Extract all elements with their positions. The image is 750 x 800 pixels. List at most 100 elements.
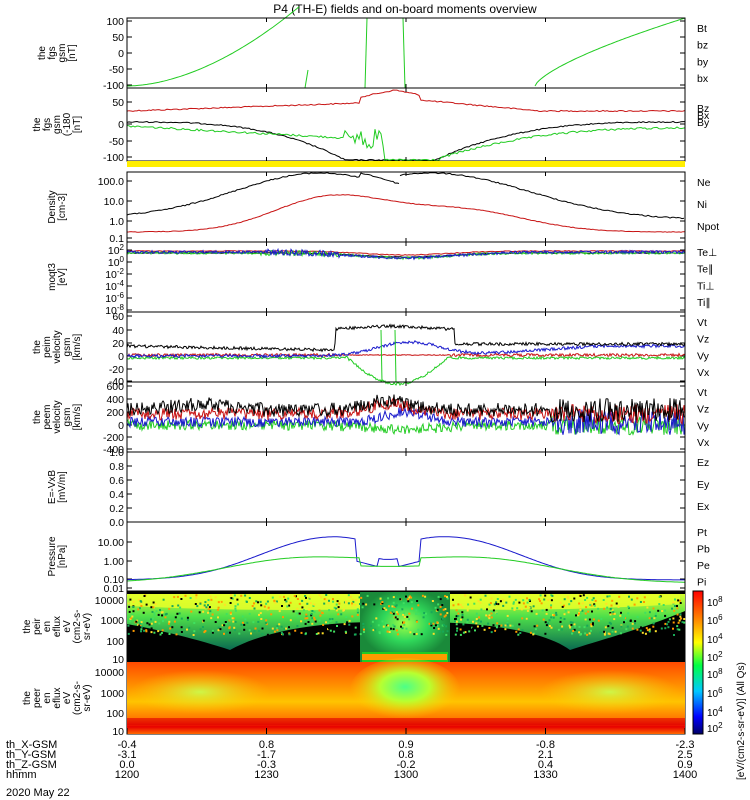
legend-item: Ti∥ [697,297,711,309]
ytick-label: 1.0 [109,216,124,228]
legend-item: Vz [697,404,709,416]
ylabel-fgs_gsm_lp: the fgs gsm (-180 [nT] [32,112,83,136]
ephemeris-value: 0.8 [259,739,274,751]
ylabel-efield: E=-VxB [mV/m] [47,470,68,505]
legend-density: Ne Ni Npot [697,177,719,233]
ytick-label: 0.01 [104,583,125,595]
ephemeris-value: 2.5 [677,749,692,761]
legend-item: Vz [697,334,709,346]
ytick-label: 10000 [95,595,124,607]
svg-text:[nPa]: [nPa] [57,545,68,569]
ytick-label: 10-6 [105,291,124,305]
legend-peim_vel: Vt Vz Vy Vx [697,317,710,379]
yticks-pressure: 10.00 1.00 0.100.01 [98,537,685,595]
svg-text:eflux: eflux [52,687,63,708]
legend-fgs_gsm: Bt bz by bx [697,23,709,85]
legend-item: Pt [697,527,707,539]
peem-velocity-traces [126,394,686,436]
svg-text:peer: peer [32,687,43,708]
panel-density: Density [cm-3] 100.0 10.0 1.0 0.1 Ne Ni Npot [47,176,719,245]
ytick-label: 0 [118,48,124,60]
ytick-label: 100 [106,636,124,648]
ytick-label: 10-4 [105,279,124,293]
svg-text:Pressure: Pressure [47,536,58,576]
ytick-label: 1.0 [109,447,124,459]
legend-item: Ne [697,177,711,189]
legend-item: Ex [697,501,710,513]
ytick-label: 0.10 [104,574,125,586]
ytick-label: 102 [108,243,125,257]
legend-item: Ey [697,479,710,491]
ephemeris-value: -0.2 [397,759,416,771]
fgs-lp-traces [126,89,686,162]
legend-item: Vx [697,437,710,449]
svg-text:the: the [22,691,33,705]
ylabel-peim_vel: the peim velocity gsm [km/s] [32,330,83,363]
ytick-label: 200 [106,407,124,419]
svg-text:the: the [32,117,43,131]
yticks-fgs_gsm_lp: 50 0 -50 -100 [103,97,685,164]
ephemeris-label: th_Z-GSM [6,759,57,771]
ephemeris-label: hhmm [6,769,37,781]
ytick-label: 10 [112,654,124,666]
ytick-label: 400 [106,394,124,406]
ytick-label: -100 [103,152,124,164]
svg-text:sr-eV): sr-eV) [82,613,93,640]
legend-pressure: Pt Pb Pe Pi [697,527,710,588]
svg-text:gsm: gsm [57,44,68,63]
ylabel-pressure: Pressure [nPa] [47,536,68,576]
ephemeris-axis: th_X-GSM -0.4 0.8 0.9 -0.8 -2.3th_Y-GSM -3.1 -1… [6,728,697,781]
ytick-label: 0 [118,351,124,363]
ytick-label: 10-8 [105,303,124,317]
ephemeris-value: 1200 [115,769,139,781]
ytick-label: 0.4 [109,489,124,501]
svg-text:(cm2-s-: (cm2-s- [72,610,83,644]
ytick-label: 50 [112,97,124,109]
legend-item: Bz [697,103,709,115]
svg-text:[mV/m]: [mV/m] [57,471,68,503]
ytick-label: 0.0 [109,517,124,529]
svg-text:sr-eV): sr-eV) [82,684,93,711]
ephemeris-value: 0.9 [398,739,413,751]
ytick-label: 100.0 [98,176,124,188]
svg-text:the: the [32,340,43,354]
ytick-label: 10 [112,726,124,738]
ytick-label: 1000 [101,615,125,627]
yticks-efield: 1.0 0.8 0.6 0.4 0.2 0.0 [109,447,685,529]
svg-text:[nT]: [nT] [67,44,78,61]
legend-item: Pe [697,560,710,572]
ylabel-peer_spec: the peer en eflux eV (cm2-s-sr-eV) [22,681,93,715]
ytick-label: 10.0 [104,196,125,208]
ylabel-peir_spec: the peir en eflux eV (cm2-s-sr-eV) [22,610,93,644]
density-traces [126,172,686,233]
ytick-label: -50 [109,136,124,148]
ytick-label: 50 [112,32,124,44]
svg-text:the: the [37,46,48,60]
svg-text:velocity: velocity [52,400,63,433]
ephemeris-value: 2.1 [538,749,553,761]
colorbar-label: [eV/(cm2-s-sr-eV)] (All Qs) [736,662,747,780]
svg-text:peir: peir [32,617,43,634]
legend-item: Vx [697,367,710,379]
colorbar: 108 106 104 102 108 106 104 102 [eV/(cm2-s-sr-e… [692,590,747,780]
svg-text:peem: peem [42,404,53,429]
svg-text:en: en [42,621,53,632]
ephemeris-value: 1330 [533,769,557,781]
ytick-label: 40 [112,325,124,337]
ephemeris-value: 0.4 [538,759,553,771]
colorbar-tick: 108 [707,667,723,681]
panel-peim_vel: the peim velocity gsm [km/s]6040200-20-40VtV… [32,311,710,388]
svg-text:(cm2-s-: (cm2-s- [72,681,83,715]
svg-text:eV: eV [62,620,73,633]
colorbar-tick: 104 [707,705,723,719]
svg-text:(-180: (-180 [62,112,73,136]
colorbar-tick: 106 [707,613,723,627]
ytick-label: -20 [109,364,124,376]
ytick-label: -100 [103,80,124,92]
legend-item: Ti⊥ [697,280,715,292]
panel-efield: E=-VxB [mV/m] 1.0 0.8 0.6 0.4 0.2 0.0 Ez Ey Ex [47,447,710,529]
svg-text:Density: Density [47,190,58,223]
